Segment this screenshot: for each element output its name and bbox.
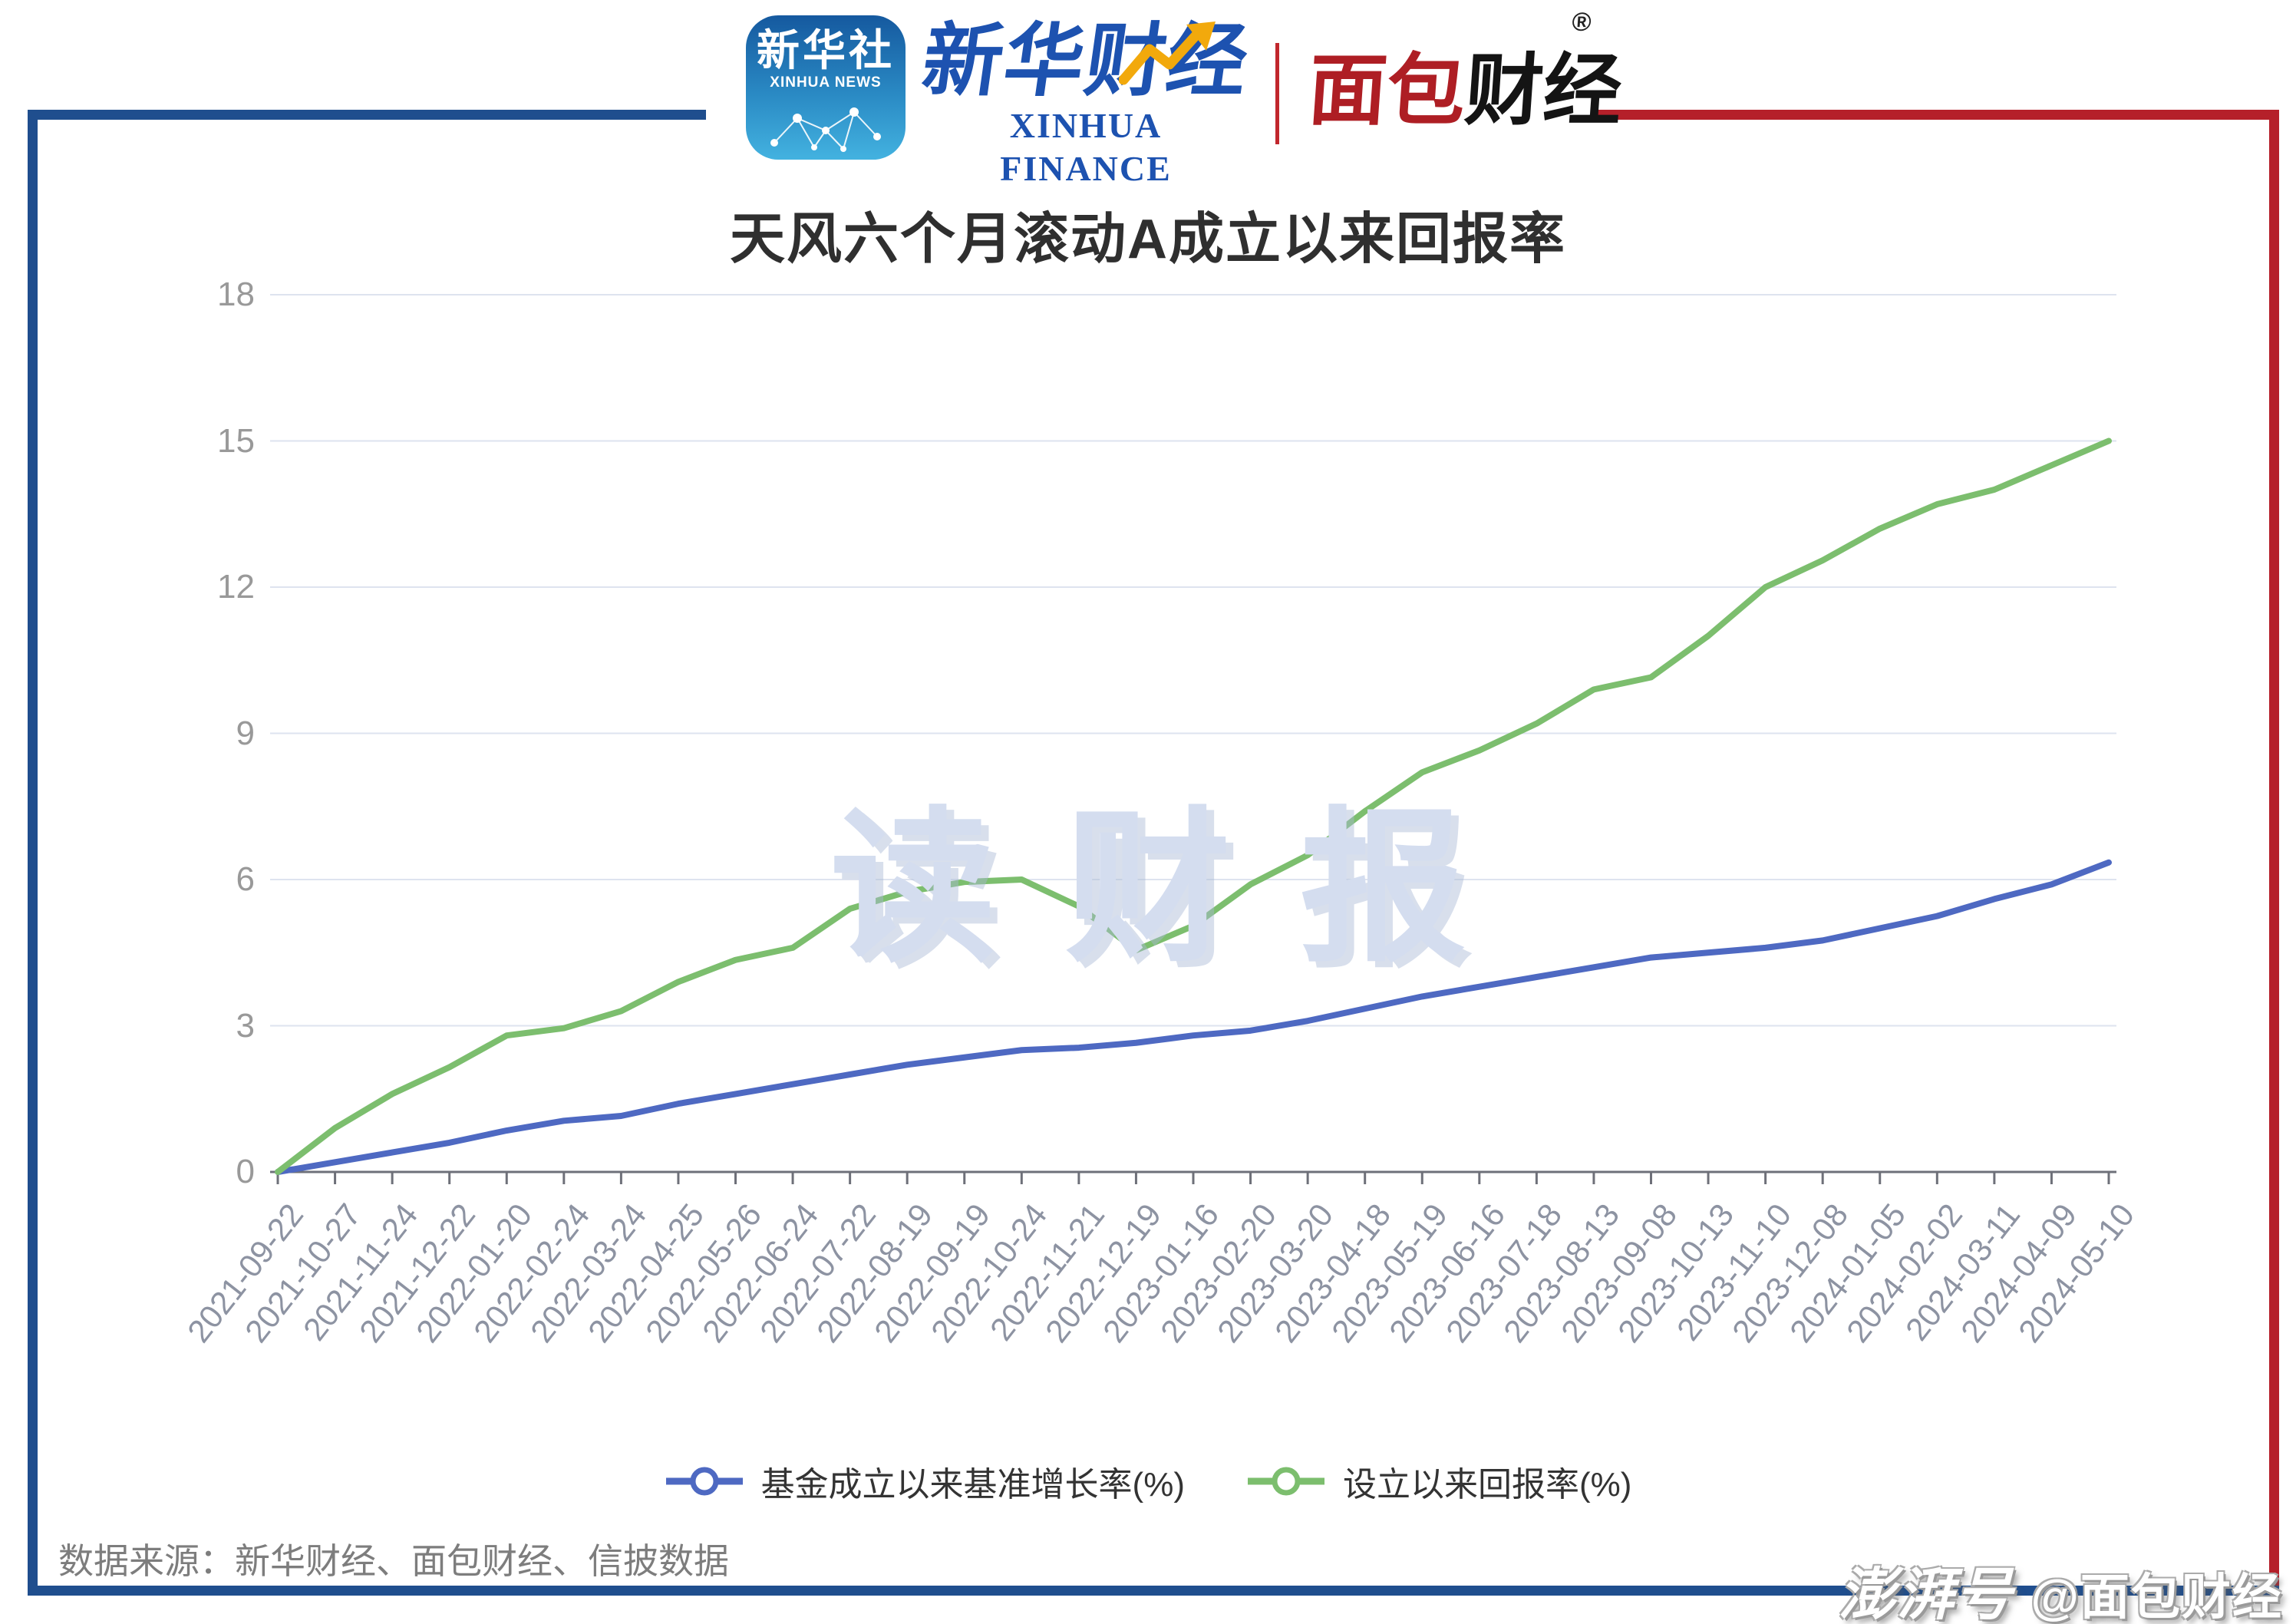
- data-source-note: 数据来源：新华财经、面包财经、信披数据: [58, 1541, 729, 1581]
- xinhua-news-app-logo: 新华社 XINHUA NEWS: [746, 15, 906, 160]
- y-axis-label: 9: [236, 714, 255, 752]
- chart-title: 天风六个月滚动A成立以来回报率: [730, 209, 1566, 270]
- xinhua-finance-en-text: XINHUA FINANCE: [1000, 106, 1172, 188]
- frame-border-top-right: [1592, 110, 2279, 120]
- legend-item-benchmark[interactable]: 基金成立以来基准增长率(%): [665, 1457, 1185, 1506]
- constellation-icon: [770, 107, 881, 152]
- legend-item-return[interactable]: 设立以来回报率(%): [1246, 1457, 1631, 1506]
- header-divider: [1275, 43, 1279, 144]
- xinhua-news-logo-subtext: XINHUA NEWS: [770, 74, 882, 91]
- y-axis-label: 3: [236, 1006, 255, 1045]
- y-axis-label: 12: [217, 568, 255, 606]
- legend-marker-return-icon: [1248, 1467, 1324, 1496]
- frame-border-right: [2269, 110, 2279, 1596]
- y-axis-label: 6: [236, 860, 255, 898]
- xinhua-finance-logo: 新华财经 XINHUA FINANCE: [917, 17, 1255, 190]
- frame-border-left: [28, 110, 38, 1596]
- pengpai-handle-text: @面包财经: [2030, 1570, 2283, 1624]
- legend-label-benchmark: 基金成立以来基准增长率(%): [760, 1466, 1185, 1504]
- legend-marker-benchmark-icon: [665, 1467, 743, 1496]
- pengpai-brand-text: 澎湃号: [1839, 1563, 2014, 1624]
- frame-border-top-left: [28, 110, 706, 120]
- xinhua-news-logo-text: 新华社: [757, 26, 895, 74]
- pengpai-watermark: 澎湃号 @面包财经: [1839, 1549, 2281, 1624]
- frame-border-bottom: [28, 1586, 2279, 1596]
- y-axis-label: 15: [217, 421, 255, 460]
- y-axis-label: 0: [236, 1153, 255, 1190]
- legend-label-return: 设立以来回报率(%): [1343, 1466, 1632, 1504]
- y-axis-label: 18: [217, 276, 255, 313]
- chart-legend: 基金成立以来基准增长率(%) 设立以来回报率(%): [0, 1457, 2296, 1506]
- return-line-series: [275, 437, 2112, 1175]
- finance-arrow-icon: [1119, 21, 1216, 85]
- benchmark-line-series: [275, 859, 2112, 1175]
